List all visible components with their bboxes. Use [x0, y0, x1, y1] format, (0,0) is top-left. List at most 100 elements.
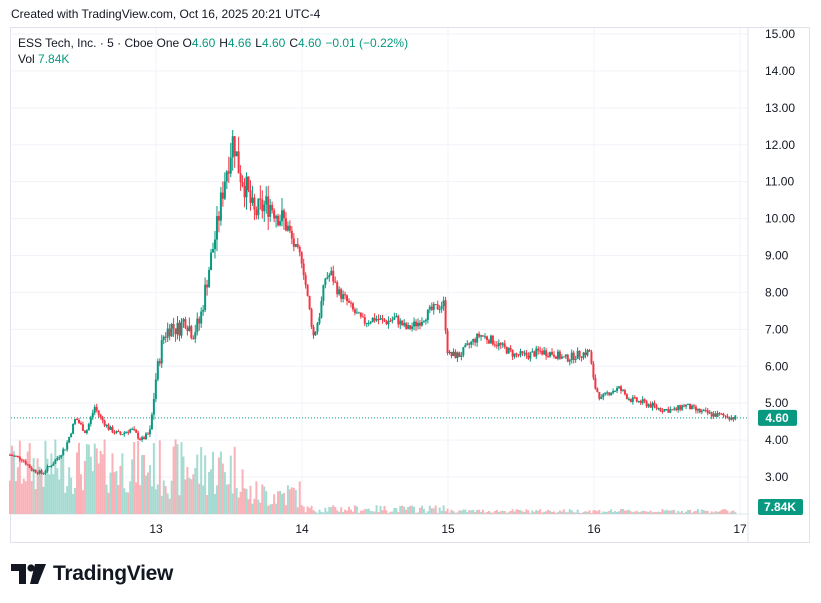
- volume-bar: [44, 440, 47, 514]
- volume-bar: [623, 510, 626, 514]
- volume-bar: [413, 506, 416, 514]
- candle-body: [442, 300, 445, 307]
- volume-bar: [529, 512, 532, 514]
- candle-body: [472, 339, 475, 342]
- candle-body: [273, 210, 276, 219]
- volume-bar: [625, 510, 628, 514]
- volume-bar: [162, 480, 165, 514]
- candle-body: [671, 409, 674, 411]
- volume-bar: [245, 489, 248, 514]
- volume-bar: [160, 495, 163, 514]
- volume-bar: [210, 469, 213, 514]
- candle-body: [251, 197, 254, 203]
- volume-bars: [9, 439, 737, 514]
- candle-body: [206, 284, 209, 288]
- volume-bar: [156, 484, 159, 514]
- candle-body: [310, 309, 313, 327]
- candle-body: [178, 322, 181, 336]
- candle-body: [300, 252, 303, 264]
- time-tick-label: 15: [441, 522, 455, 536]
- candle-body: [401, 320, 404, 326]
- candle-body: [480, 335, 483, 337]
- candle-body: [328, 275, 331, 278]
- candle-body: [588, 350, 591, 352]
- volume-bar: [499, 511, 502, 514]
- volume-bar: [174, 439, 177, 514]
- volume-bar: [724, 509, 727, 514]
- candle-body: [119, 431, 122, 435]
- volume-bar: [651, 512, 654, 514]
- candle-body: [718, 413, 721, 415]
- volume-bar: [259, 502, 262, 514]
- candle-body: [454, 351, 457, 359]
- volume-bar: [712, 512, 715, 514]
- volume-bar: [282, 493, 285, 514]
- volume-bar: [196, 454, 199, 514]
- candle-body: [160, 339, 163, 364]
- candle-body: [604, 392, 607, 395]
- candle-body: [221, 192, 224, 199]
- time-tick-label: 13: [149, 522, 163, 536]
- volume-bar: [200, 447, 203, 514]
- volume-bar: [564, 512, 567, 514]
- volume-bar: [152, 443, 155, 514]
- candle-body: [223, 181, 226, 199]
- candle-body: [72, 423, 75, 434]
- candle-body: [70, 433, 73, 437]
- candle-body: [280, 210, 283, 222]
- volume-bar: [728, 512, 731, 514]
- legend-vol-label: Vol: [18, 52, 35, 66]
- candle-body: [48, 466, 51, 468]
- candle-body: [42, 472, 45, 474]
- candle-body: [466, 343, 469, 345]
- volume-bar: [594, 510, 597, 514]
- legend-vol-value: 7.84K: [38, 52, 70, 66]
- volume-bar: [436, 512, 439, 514]
- candle-body: [690, 405, 693, 410]
- candle-body: [14, 455, 17, 457]
- volume-bar: [60, 455, 63, 514]
- candle-body: [117, 431, 120, 433]
- volume-bar: [284, 505, 287, 514]
- volume-bar: [148, 465, 151, 514]
- candle-body: [38, 470, 41, 474]
- volume-bar: [468, 510, 471, 514]
- candle-body: [381, 318, 384, 320]
- volume-bar: [202, 485, 205, 514]
- candle-body: [113, 432, 116, 434]
- candle-body: [679, 405, 682, 410]
- candle-body: [359, 312, 362, 317]
- price-axis: 15.00 14.00 13.00 12.00 11.00 10.00 9.00 8.00 7.…: [765, 27, 795, 484]
- candle-body: [290, 230, 293, 239]
- legend-symbol[interactable]: ESS Tech, Inc. · 5 · Cboe One: [18, 36, 180, 50]
- volume-bar: [387, 512, 390, 514]
- candle-body: [150, 414, 153, 430]
- candle-body: [279, 221, 282, 226]
- candle-body: [476, 333, 479, 343]
- volume-bar: [288, 489, 291, 514]
- volume-bar: [598, 509, 601, 514]
- volume-bar: [710, 511, 713, 514]
- candle-body: [389, 320, 392, 322]
- volume-bar: [470, 510, 473, 514]
- volume-bar: [239, 491, 242, 514]
- candle-body: [497, 343, 500, 347]
- candle-body: [645, 401, 648, 407]
- volume-bar: [730, 511, 733, 514]
- volume-bar: [570, 510, 573, 514]
- volume-bar: [286, 485, 289, 514]
- axis-tags: 4.60 7.84K: [758, 409, 803, 515]
- volume-bar: [722, 509, 725, 514]
- candle-body: [696, 408, 699, 411]
- volume-bar: [231, 493, 234, 514]
- tradingview-logo[interactable]: TradingView: [11, 561, 173, 587]
- candle-body: [623, 390, 626, 395]
- volume-bar: [77, 442, 80, 514]
- volume-bar: [397, 512, 400, 514]
- candle-body: [143, 437, 146, 440]
- candle-body: [411, 326, 414, 329]
- volume-bar: [393, 507, 396, 514]
- candle-body: [598, 392, 601, 399]
- volume-bar: [474, 511, 477, 514]
